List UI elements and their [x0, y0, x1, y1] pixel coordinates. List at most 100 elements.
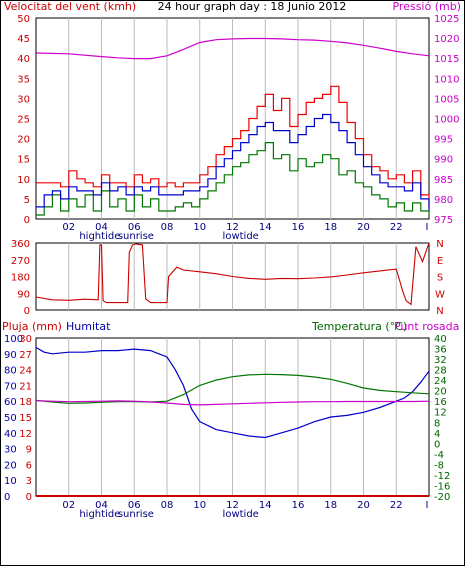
top-hour-label: 18	[324, 222, 337, 233]
rain-tick-label: 6	[26, 460, 32, 471]
rain-tick-label: 30	[19, 334, 32, 345]
pressure-tick-label: 980	[434, 195, 453, 206]
temperature-tick-label: -12	[434, 471, 450, 482]
direction-tick-label: 180	[11, 273, 30, 284]
top-marker-lowtide: lowtide	[223, 231, 259, 242]
rain-tick-label: 3	[26, 476, 32, 487]
humidity-tick-label: 90	[4, 350, 17, 361]
dewpoint-title: Punt rosada	[394, 320, 459, 333]
temperature-tick-label: 4	[434, 429, 440, 440]
temperature-tick-label: -16	[434, 481, 450, 492]
temperature-tick-label: 32	[434, 355, 447, 366]
top-end-tick: I	[426, 222, 429, 233]
series-line-temp	[35, 373, 430, 404]
pressure-tick-label: 990	[434, 155, 453, 166]
direction-compass-label: E	[437, 256, 443, 267]
rain-tick-label: 21	[19, 381, 32, 392]
rain-tick-label: 9	[26, 445, 32, 456]
humidity-tick-label: 80	[4, 366, 17, 377]
bottom-end-tick: I	[426, 500, 429, 511]
rain-title: Pluja (mm)	[2, 320, 62, 333]
top-hour-label: 08	[161, 222, 174, 233]
top-hour-label: 12	[226, 222, 239, 233]
direction-compass-label: W	[435, 289, 445, 300]
wind-tick-label: 45	[17, 34, 30, 45]
bottom-hour-label: 06	[128, 500, 141, 511]
humidity-tick-label: 30	[4, 445, 17, 456]
bottom-marker-sunrise: sunrise	[118, 509, 154, 520]
temperature-tick-label: -20	[434, 492, 450, 503]
temperature-tick-label: 36	[434, 345, 447, 356]
series-line-average-wind	[36, 113, 430, 211]
humidity-tick-label: 50	[4, 413, 17, 424]
wind-tick-label: 40	[17, 54, 30, 65]
direction-tick-label: 360	[11, 239, 30, 250]
bottom-marker-lowtide: lowtide	[223, 509, 259, 520]
pressure-tick-label: 1005	[434, 94, 459, 105]
wind-tick-label: 5	[24, 195, 30, 206]
direction-compass-label: S	[437, 273, 443, 284]
pressure-tick-label: 995	[434, 135, 453, 146]
pressure-tick-label: 1000	[434, 115, 459, 126]
bottom-hour-label: 04	[95, 500, 108, 511]
pressure-tick-label: 975	[434, 215, 453, 226]
direction-compass-label: N	[436, 239, 443, 250]
humidity-tick-label: 20	[4, 460, 17, 471]
bottom-hour-label: 14	[259, 500, 272, 511]
temperature-tick-label: -8	[434, 460, 444, 471]
wind-title: Velocitat del vent (kmh)	[4, 0, 136, 13]
bottom-hour-label: 20	[357, 500, 370, 511]
direction-compass-label: N	[436, 306, 443, 317]
humidity-tick-label: 70	[4, 381, 17, 392]
pressure-tick-label: 1015	[434, 54, 459, 65]
pressure-tick-label: 1010	[434, 74, 459, 85]
bottom-hour-label: 16	[292, 500, 305, 511]
rain-tick-label: 18	[19, 397, 32, 408]
direction-tick-label: 90	[17, 289, 30, 300]
rain-tick-label: 12	[19, 429, 32, 440]
wind-tick-label: 10	[17, 175, 30, 186]
bottom-hour-label: 02	[62, 500, 75, 511]
temperature-tick-label: 24	[434, 376, 447, 387]
series-line-humidity	[35, 346, 430, 439]
wind-tick-label: 35	[17, 74, 30, 85]
pressure-tick-label: 1020	[434, 34, 459, 45]
top-hour-label: 14	[259, 222, 272, 233]
wind-tick-label: 30	[17, 94, 30, 105]
bottom-hour-label: 18	[324, 500, 337, 511]
series-line-direction	[35, 242, 430, 306]
top-hour-label: 04	[95, 222, 108, 233]
temperature-tick-label: 28	[434, 366, 447, 377]
temperature-tick-label: 12	[434, 408, 447, 419]
temperature-title: Temperatura (°C)	[311, 320, 407, 333]
direction-tick-label: 270	[11, 256, 30, 267]
humidity-tick-label: 100	[4, 334, 23, 345]
temperature-tick-label: 0	[434, 439, 440, 450]
humidity-tick-label: 40	[4, 429, 17, 440]
wind-tick-label: 50	[17, 14, 30, 25]
wind-tick-label: 15	[17, 155, 30, 166]
top-marker-hightide: hightide	[79, 231, 120, 242]
pressure-title: Pressió (mb)	[392, 0, 461, 13]
rain-tick-label: 15	[19, 413, 32, 424]
bottom-marker-hightide: hightide	[79, 509, 120, 520]
top-hour-label: 02	[62, 222, 75, 233]
top-hour-label: 06	[128, 222, 141, 233]
temperature-tick-label: -4	[434, 450, 444, 461]
temperature-tick-label: 20	[434, 387, 447, 398]
temperature-tick-label: 16	[434, 397, 447, 408]
wind-tick-label: 20	[17, 135, 30, 146]
humidity-tick-label: 60	[4, 397, 17, 408]
wind-tick-label: 25	[17, 115, 30, 126]
top-hour-label: 20	[357, 222, 370, 233]
bottom-hour-label: 12	[226, 500, 239, 511]
bottom-hour-label: 10	[193, 500, 206, 511]
rain-tick-label: 24	[19, 366, 32, 377]
bottom-hour-label: 08	[161, 500, 174, 511]
top-hour-label: 10	[193, 222, 206, 233]
rain-tick-label: 27	[19, 350, 32, 361]
top-hour-label: 22	[390, 222, 403, 233]
top-marker-sunrise: sunrise	[118, 231, 154, 242]
temperature-tick-label: 8	[434, 418, 440, 429]
wind-tick-label: 0	[24, 215, 30, 226]
